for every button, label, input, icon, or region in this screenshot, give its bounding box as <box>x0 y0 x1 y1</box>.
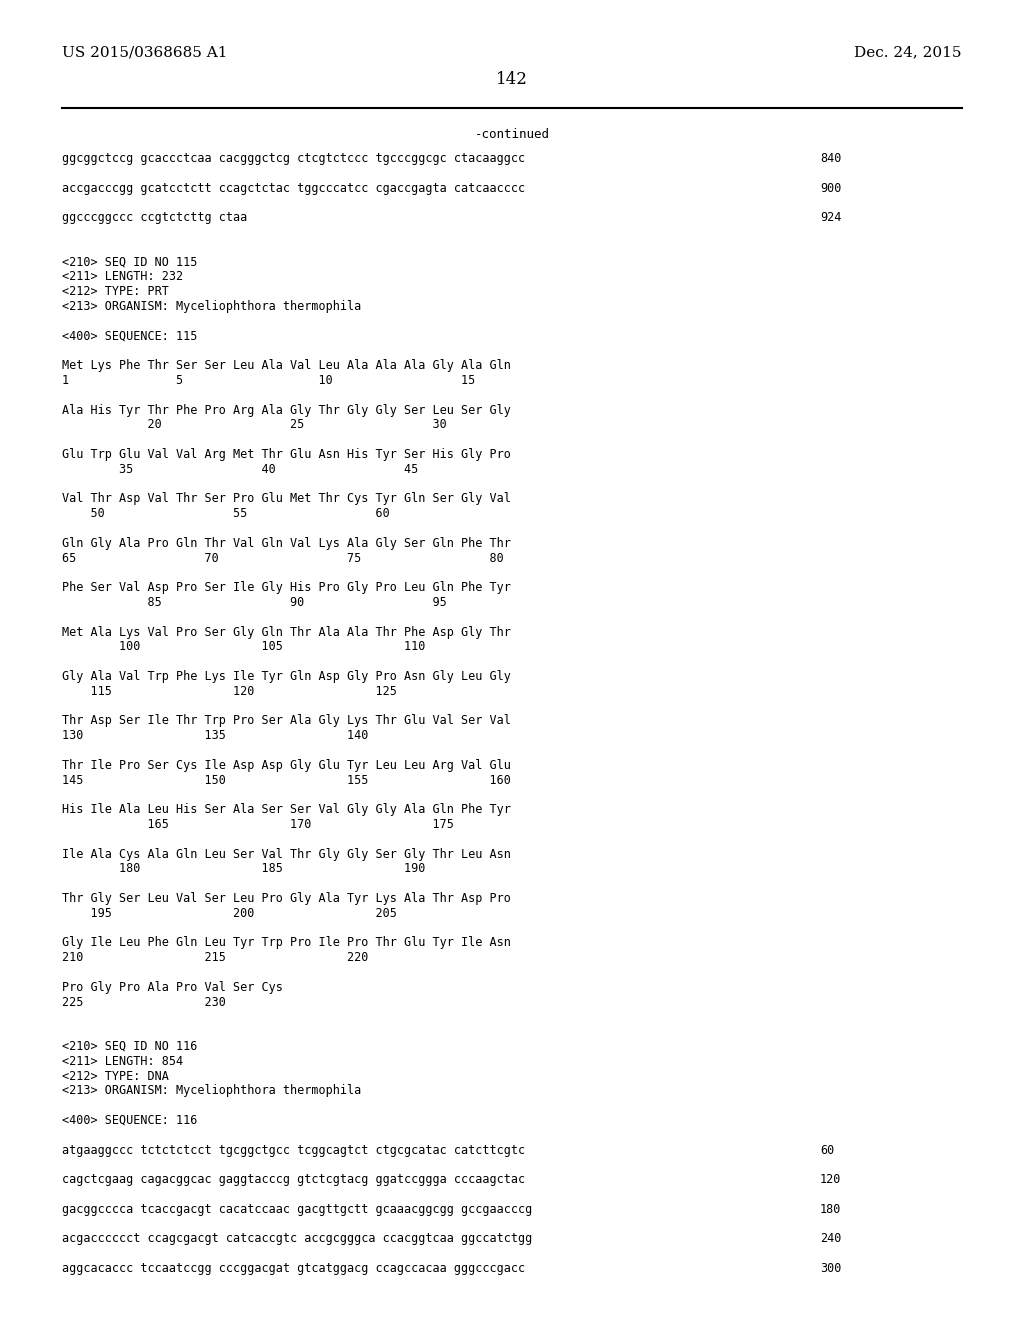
Text: 145                 150                 155                 160: 145 150 155 160 <box>62 774 511 787</box>
Text: gacggcccca tcaccgacgt cacatccaac gacgttgctt gcaaacggcgg gccgaacccg: gacggcccca tcaccgacgt cacatccaac gacgttg… <box>62 1203 532 1216</box>
Text: 35                  40                  45: 35 40 45 <box>62 463 418 475</box>
Text: 142: 142 <box>496 71 528 88</box>
Text: 180                 185                 190: 180 185 190 <box>62 862 425 875</box>
Text: Glu Trp Glu Val Val Arg Met Thr Glu Asn His Tyr Ser His Gly Pro: Glu Trp Glu Val Val Arg Met Thr Glu Asn … <box>62 447 511 461</box>
Text: 100                 105                 110: 100 105 110 <box>62 640 425 653</box>
Text: <213> ORGANISM: Myceliophthora thermophila: <213> ORGANISM: Myceliophthora thermophi… <box>62 1085 361 1097</box>
Text: Ala His Tyr Thr Phe Pro Arg Ala Gly Thr Gly Gly Ser Leu Ser Gly: Ala His Tyr Thr Phe Pro Arg Ala Gly Thr … <box>62 404 511 417</box>
Text: 60: 60 <box>820 1143 835 1156</box>
Text: 120: 120 <box>820 1173 842 1187</box>
Text: <212> TYPE: DNA: <212> TYPE: DNA <box>62 1069 169 1082</box>
Text: <211> LENGTH: 854: <211> LENGTH: 854 <box>62 1055 183 1068</box>
Text: 210                 215                 220: 210 215 220 <box>62 952 369 964</box>
Text: 115                 120                 125: 115 120 125 <box>62 685 397 698</box>
Text: 165                 170                 175: 165 170 175 <box>62 818 454 832</box>
Text: 924: 924 <box>820 211 842 224</box>
Text: Gln Gly Ala Pro Gln Thr Val Gln Val Lys Ala Gly Ser Gln Phe Thr: Gln Gly Ala Pro Gln Thr Val Gln Val Lys … <box>62 537 511 550</box>
Text: Thr Asp Ser Ile Thr Trp Pro Ser Ala Gly Lys Thr Glu Val Ser Val: Thr Asp Ser Ile Thr Trp Pro Ser Ala Gly … <box>62 714 511 727</box>
Text: 900: 900 <box>820 182 842 194</box>
Text: accgacccgg gcatcctctt ccagctctac tggcccatcc cgaccgagta catcaacccc: accgacccgg gcatcctctt ccagctctac tggccca… <box>62 182 525 194</box>
Text: atgaaggccc tctctctcct tgcggctgcc tcggcagtct ctgcgcatac catcttcgtc: atgaaggccc tctctctcct tgcggctgcc tcggcag… <box>62 1143 525 1156</box>
Text: 180: 180 <box>820 1203 842 1216</box>
Text: <213> ORGANISM: Myceliophthora thermophila: <213> ORGANISM: Myceliophthora thermophi… <box>62 300 361 313</box>
Text: 195                 200                 205: 195 200 205 <box>62 907 397 920</box>
Text: <212> TYPE: PRT: <212> TYPE: PRT <box>62 285 169 298</box>
Text: <211> LENGTH: 232: <211> LENGTH: 232 <box>62 271 183 284</box>
Text: 240: 240 <box>820 1233 842 1245</box>
Text: aggcacaccс tccaatccgg cccggacgat gtcatggacg ccagccacaa gggcccgacc: aggcacaccс tccaatccgg cccggacgat gtcatgg… <box>62 1262 525 1275</box>
Text: 130                 135                 140: 130 135 140 <box>62 729 369 742</box>
Text: <400> SEQUENCE: 115: <400> SEQUENCE: 115 <box>62 330 198 343</box>
Text: Thr Gly Ser Leu Val Ser Leu Pro Gly Ala Tyr Lys Ala Thr Asp Pro: Thr Gly Ser Leu Val Ser Leu Pro Gly Ala … <box>62 892 511 906</box>
Text: Met Lys Phe Thr Ser Ser Leu Ala Val Leu Ala Ala Ala Gly Ala Gln: Met Lys Phe Thr Ser Ser Leu Ala Val Leu … <box>62 359 511 372</box>
Text: 50                  55                  60: 50 55 60 <box>62 507 390 520</box>
Text: Thr Ile Pro Ser Cys Ile Asp Asp Gly Glu Tyr Leu Leu Arg Val Glu: Thr Ile Pro Ser Cys Ile Asp Asp Gly Glu … <box>62 759 511 772</box>
Text: 65                  70                  75                  80: 65 70 75 80 <box>62 552 504 565</box>
Text: 20                  25                  30: 20 25 30 <box>62 418 446 432</box>
Text: 840: 840 <box>820 152 842 165</box>
Text: ggcccggccc ccgtctcttg ctaa: ggcccggccc ccgtctcttg ctaa <box>62 211 247 224</box>
Text: 85                  90                  95: 85 90 95 <box>62 597 446 609</box>
Text: 225                 230: 225 230 <box>62 995 226 1008</box>
Text: <210> SEQ ID NO 115: <210> SEQ ID NO 115 <box>62 256 198 268</box>
Text: 1               5                   10                  15: 1 5 10 15 <box>62 374 475 387</box>
Text: <210> SEQ ID NO 116: <210> SEQ ID NO 116 <box>62 1040 198 1053</box>
Text: His Ile Ala Leu His Ser Ala Ser Ser Val Gly Gly Ala Gln Phe Tyr: His Ile Ala Leu His Ser Ala Ser Ser Val … <box>62 803 511 816</box>
Text: acgacccccct ccagcgacgt catcaccgtc accgcgggca ccacggtcaa ggccatctgg: acgacccccct ccagcgacgt catcaccgtc accgcg… <box>62 1233 532 1245</box>
Text: 300: 300 <box>820 1262 842 1275</box>
Text: cagctcgaag cagacggcac gaggtacccg gtctcgtacg ggatccggga cccaagctac: cagctcgaag cagacggcac gaggtacccg gtctcgt… <box>62 1173 525 1187</box>
Text: Pro Gly Pro Ala Pro Val Ser Cys: Pro Gly Pro Ala Pro Val Ser Cys <box>62 981 283 994</box>
Text: Phe Ser Val Asp Pro Ser Ile Gly His Pro Gly Pro Leu Gln Phe Tyr: Phe Ser Val Asp Pro Ser Ile Gly His Pro … <box>62 581 511 594</box>
Text: <400> SEQUENCE: 116: <400> SEQUENCE: 116 <box>62 1114 198 1127</box>
Text: -continued: -continued <box>474 128 550 141</box>
Text: Dec. 24, 2015: Dec. 24, 2015 <box>854 45 962 59</box>
Text: US 2015/0368685 A1: US 2015/0368685 A1 <box>62 45 227 59</box>
Text: Gly Ile Leu Phe Gln Leu Tyr Trp Pro Ile Pro Thr Glu Tyr Ile Asn: Gly Ile Leu Phe Gln Leu Tyr Trp Pro Ile … <box>62 936 511 949</box>
Text: Ile Ala Cys Ala Gln Leu Ser Val Thr Gly Gly Ser Gly Thr Leu Asn: Ile Ala Cys Ala Gln Leu Ser Val Thr Gly … <box>62 847 511 861</box>
Text: Gly Ala Val Trp Phe Lys Ile Tyr Gln Asp Gly Pro Asn Gly Leu Gly: Gly Ala Val Trp Phe Lys Ile Tyr Gln Asp … <box>62 671 511 682</box>
Text: Val Thr Asp Val Thr Ser Pro Glu Met Thr Cys Tyr Gln Ser Gly Val: Val Thr Asp Val Thr Ser Pro Glu Met Thr … <box>62 492 511 506</box>
Text: ggcggctccg gcaccctcaa cacgggctcg ctcgtctccc tgcccggcgc ctacaaggcc: ggcggctccg gcaccctcaa cacgggctcg ctcgtct… <box>62 152 525 165</box>
Text: Met Ala Lys Val Pro Ser Gly Gln Thr Ala Ala Thr Phe Asp Gly Thr: Met Ala Lys Val Pro Ser Gly Gln Thr Ala … <box>62 626 511 639</box>
